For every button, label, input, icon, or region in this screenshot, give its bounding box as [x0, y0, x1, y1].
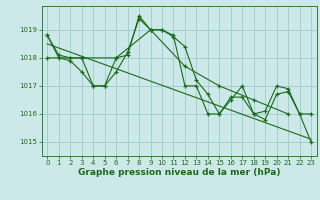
X-axis label: Graphe pression niveau de la mer (hPa): Graphe pression niveau de la mer (hPa): [78, 168, 280, 177]
